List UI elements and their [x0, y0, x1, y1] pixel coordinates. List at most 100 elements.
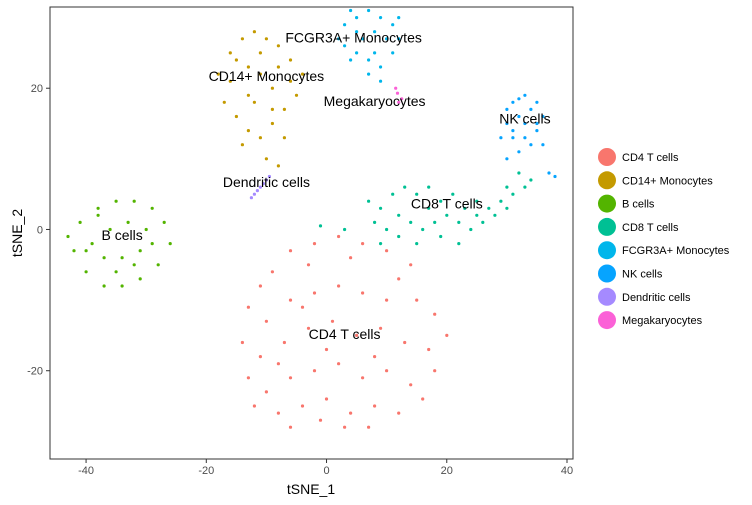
point-cd8-t-cells-36 [318, 224, 323, 228]
point-b-cells-24 [96, 213, 100, 217]
point-b-cells-3 [132, 199, 136, 203]
point-cd14-monocytes-19 [252, 100, 256, 104]
point-nk-cells-2 [523, 93, 527, 97]
point-dendritic-cells-4 [255, 189, 259, 193]
point-cd14-monocytes-0 [216, 72, 220, 76]
point-nk-cells-3 [535, 100, 539, 104]
legend-label: Megakaryocytes [622, 315, 703, 327]
point-cd8-t-cells-13 [523, 185, 527, 189]
point-fcgr3a-monocytes-6 [397, 37, 401, 41]
point-dendritic-cells-2 [264, 178, 268, 182]
point-cd8-t-cells-8 [463, 206, 467, 210]
point-nk-cells-5 [535, 129, 539, 133]
point-cd4-t-cells-29 [288, 376, 293, 380]
point-cd4-t-cells-22 [355, 333, 359, 337]
point-b-cells-22 [132, 263, 136, 267]
point-fcgr3a-monocytes-20 [397, 16, 401, 20]
point-cd4-t-cells-28 [264, 390, 268, 394]
point-cd4-t-cells-36 [252, 404, 256, 408]
point-cd4-t-cells-38 [300, 404, 305, 408]
point-cd14-monocytes-1 [228, 51, 232, 55]
point-cd8-t-cells-30 [505, 185, 509, 189]
point-fcgr3a-monocytes-11 [349, 58, 353, 62]
y-tick-label: 0 [37, 224, 43, 236]
point-dendritic-cells-0 [252, 192, 256, 196]
point-cd8-t-cells-10 [487, 206, 491, 210]
x-tick-label: -40 [78, 465, 94, 477]
point-cd8-t-cells-32 [397, 234, 401, 239]
point-cd8-t-cells-33 [415, 242, 419, 246]
point-fcgr3a-monocytes-21 [349, 8, 353, 13]
point-cd4-t-cells-16 [433, 312, 437, 316]
point-megakaryocytes-3 [395, 91, 400, 95]
point-megakaryocytes-1 [397, 100, 401, 104]
y-axis-title: tSNE_2 [9, 209, 25, 257]
point-cd8-t-cells-6 [439, 199, 443, 203]
point-cd4-t-cells-42 [397, 411, 401, 415]
point-cd4-t-cells-23 [379, 326, 383, 330]
point-cd4-t-cells-5 [361, 242, 365, 246]
point-fcgr3a-monocytes-14 [385, 37, 389, 41]
point-cd14-monocytes-22 [276, 164, 280, 168]
point-fcgr3a-monocytes-1 [343, 23, 347, 27]
point-b-cells-0 [78, 220, 82, 224]
point-fcgr3a-monocytes-9 [367, 58, 371, 62]
point-cd4-t-cells-24 [403, 340, 407, 345]
point-cd8-t-cells-11 [499, 199, 503, 203]
point-cd14-monocytes-9 [282, 107, 286, 111]
point-cd8-t-cells-23 [505, 206, 509, 210]
point-nk-cells-8 [505, 121, 509, 126]
point-fcgr3a-monocytes-12 [361, 37, 365, 41]
point-cd4-t-cells-9 [264, 319, 268, 323]
point-cd14-monocytes-4 [264, 37, 268, 41]
point-nk-cells-6 [523, 136, 527, 140]
point-fcgr3a-monocytes-17 [343, 44, 347, 48]
cluster-label-megakaryocytes: Megakaryocytes [324, 93, 426, 109]
point-cd4-t-cells-3 [312, 242, 317, 246]
point-cd14-monocytes-16 [246, 65, 250, 69]
point-dendritic-cells-5 [261, 182, 265, 186]
point-b-cells-21 [114, 270, 118, 274]
point-nk-cells-11 [523, 121, 527, 126]
point-fcgr3a-monocytes-10 [355, 51, 359, 55]
legend: CD4 T cells CD14+ Monocytes B cells CD8 T c… [598, 148, 730, 330]
point-fcgr3a-monocytes-16 [355, 30, 359, 34]
point-cd4-t-cells-53 [324, 347, 329, 352]
x-tick-label: 20 [441, 465, 453, 477]
point-b-cells-23 [150, 242, 154, 246]
point-cd4-t-cells-1 [270, 270, 274, 274]
point-cd14-monocytes-2 [240, 37, 244, 41]
x-tick-label: 40 [561, 465, 573, 477]
point-nk-cells-10 [529, 107, 533, 111]
point-cd14-monocytes-7 [300, 72, 305, 76]
point-cd14-monocytes-21 [264, 157, 268, 161]
legend-key [598, 311, 616, 330]
point-cd4-t-cells-30 [312, 369, 317, 373]
y-tick-label: -20 [27, 366, 43, 378]
point-cd14-monocytes-13 [234, 114, 238, 119]
legend-label: NK cells [622, 269, 663, 281]
point-fcgr3a-monocytes-5 [391, 23, 395, 27]
legend-key [598, 217, 616, 236]
point-b-cells-25 [84, 249, 88, 253]
legend-key [598, 264, 616, 283]
point-cd14-monocytes-6 [288, 58, 293, 62]
point-cd4-t-cells-4 [337, 234, 341, 239]
point-b-cells-18 [138, 249, 142, 253]
point-cd14-monocytes-23 [282, 136, 286, 140]
point-nk-cells-14 [517, 150, 521, 154]
point-cd4-t-cells-45 [318, 418, 323, 422]
point-fcgr3a-monocytes-0 [337, 37, 341, 41]
point-cd4-t-cells-54 [300, 305, 305, 309]
point-nk-cells-18 [553, 174, 557, 179]
point-cd4-t-cells-17 [240, 340, 244, 345]
point-cd8-t-cells-2 [391, 192, 395, 196]
point-cd14-monocytes-10 [270, 121, 274, 126]
cluster-label-fcgr3a-monocytes: FCGR3A+ Monocytes [285, 29, 422, 45]
point-cd8-t-cells-12 [511, 192, 515, 196]
point-dendritic-cells-3 [267, 174, 271, 179]
legend-key [598, 194, 616, 213]
point-cd8-t-cells-34 [439, 234, 443, 239]
point-cd8-t-cells-20 [469, 227, 473, 232]
point-cd4-t-cells-31 [337, 362, 341, 366]
